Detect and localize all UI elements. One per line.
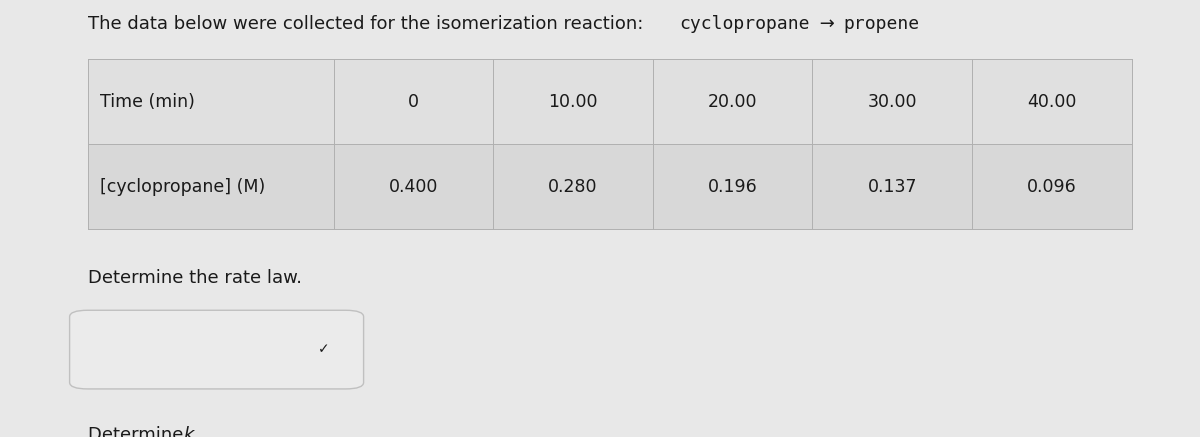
FancyBboxPatch shape xyxy=(70,310,364,389)
Text: 0: 0 xyxy=(408,93,419,111)
Text: 0.196: 0.196 xyxy=(708,178,757,196)
Text: 10.00: 10.00 xyxy=(548,93,598,111)
Text: 40.00: 40.00 xyxy=(1027,93,1076,111)
Text: 0.280: 0.280 xyxy=(548,178,598,196)
Text: →: → xyxy=(815,15,841,33)
Text: The data below were collected for the isomerization reaction:: The data below were collected for the is… xyxy=(88,15,649,33)
FancyBboxPatch shape xyxy=(88,59,1132,144)
Text: Time (min): Time (min) xyxy=(100,93,194,111)
Text: 0.137: 0.137 xyxy=(868,178,917,196)
Text: .: . xyxy=(193,426,199,437)
Text: Determine the rate law.: Determine the rate law. xyxy=(88,269,301,287)
Text: 30.00: 30.00 xyxy=(868,93,917,111)
Text: propene: propene xyxy=(844,15,919,33)
Text: 0.400: 0.400 xyxy=(389,178,438,196)
Text: [cyclopropane] (M): [cyclopropane] (M) xyxy=(100,178,265,196)
Text: ✓: ✓ xyxy=(318,343,330,357)
Text: k: k xyxy=(182,426,193,437)
Text: 20.00: 20.00 xyxy=(708,93,757,111)
FancyBboxPatch shape xyxy=(88,144,1132,229)
Text: Determine: Determine xyxy=(88,426,188,437)
Text: cyclopropane: cyclopropane xyxy=(679,15,810,33)
Text: 0.096: 0.096 xyxy=(1027,178,1076,196)
